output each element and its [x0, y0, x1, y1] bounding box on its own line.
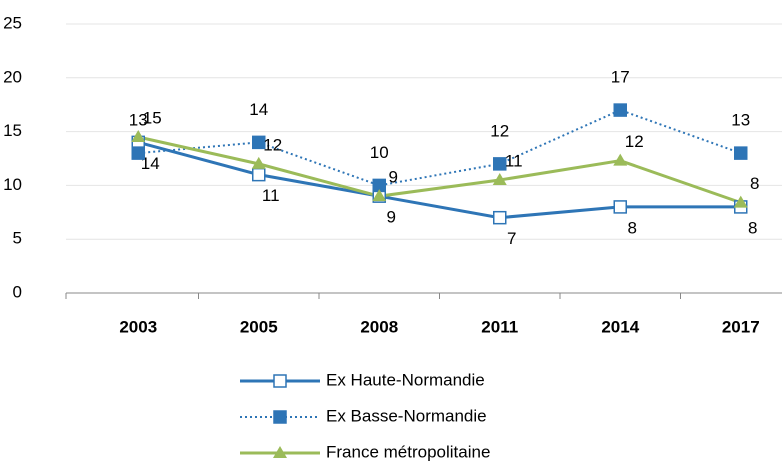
data-label: 9: [389, 168, 398, 187]
data-label: 11: [262, 186, 280, 205]
legend-marker: [273, 374, 287, 388]
data-label: 8: [748, 218, 757, 237]
y-tick-label: 10: [3, 175, 22, 194]
data-label: 15: [143, 108, 162, 127]
data-label: 12: [263, 135, 282, 154]
marker: [131, 129, 146, 142]
x-tick-label: 2005: [240, 317, 278, 336]
series-line: [137, 140, 741, 220]
marker: [613, 103, 627, 117]
marker: [613, 153, 628, 166]
legend-label: Ex Basse-Normandie: [326, 406, 487, 425]
legend-item: France métropolitaine: [240, 442, 490, 461]
data-label: 9: [387, 208, 396, 227]
marker: [733, 195, 748, 208]
data-label: 14: [141, 154, 160, 173]
marker: [252, 167, 266, 182]
y-tick-label: 25: [3, 13, 22, 32]
y-tick-label: 0: [13, 282, 22, 301]
x-tick-label: 2017: [722, 317, 760, 336]
data-label: 10: [370, 143, 389, 162]
marker: [251, 156, 266, 169]
y-tick-label: 15: [3, 121, 22, 140]
series-line: [138, 109, 742, 187]
marker: [492, 173, 507, 186]
x-tick-label: 2014: [601, 317, 639, 336]
data-label: 12: [625, 132, 644, 151]
data-label: 13: [731, 111, 750, 130]
data-label: 13: [129, 111, 148, 130]
data-label: 14: [249, 100, 268, 119]
data-label: 8: [628, 218, 637, 237]
legend-item: Ex Haute-Normandie: [240, 370, 485, 389]
marker: [613, 200, 627, 214]
y-tick-label: 5: [13, 229, 22, 248]
data-label: 12: [490, 121, 509, 140]
legend-label: France métropolitaine: [326, 442, 490, 461]
data-label: 17: [611, 68, 630, 87]
legend-marker: [273, 446, 287, 458]
x-tick-label: 2011: [481, 317, 518, 336]
data-label: 7: [507, 229, 516, 248]
legend-marker: [273, 410, 287, 424]
data-label: 11: [505, 152, 523, 171]
marker: [372, 189, 387, 202]
legend-label: Ex Haute-Normandie: [326, 370, 485, 389]
marker: [493, 157, 507, 171]
data-label: 8: [750, 174, 759, 193]
y-tick-label: 20: [3, 67, 22, 86]
marker: [252, 135, 266, 150]
x-tick-label: 2003: [119, 317, 157, 336]
marker: [131, 146, 145, 160]
x-tick-label: 2008: [360, 317, 398, 336]
legend-item: Ex Basse-Normandie: [240, 406, 487, 425]
marker: [493, 210, 507, 225]
series-line: [137, 135, 742, 205]
marker: [734, 146, 748, 160]
